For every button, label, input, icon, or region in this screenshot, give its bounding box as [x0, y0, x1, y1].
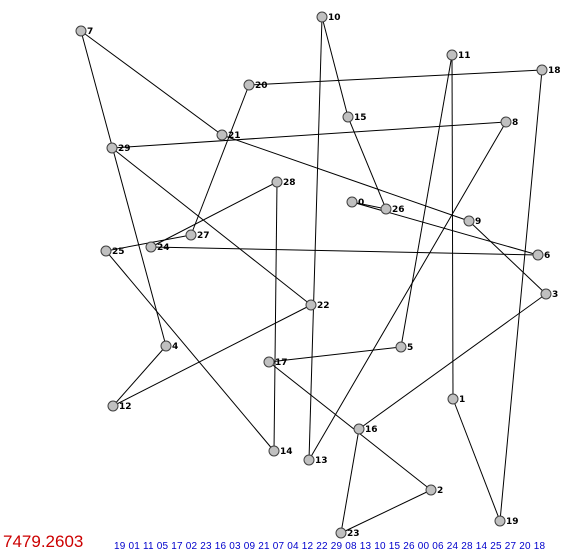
edge-4-12	[112, 345, 167, 407]
node-label-15: 15	[354, 113, 367, 123]
edge-19-1	[452, 398, 501, 522]
node-label-22: 22	[317, 301, 330, 311]
node-5	[395, 341, 407, 353]
edge-11-5	[400, 54, 453, 348]
edge-6-24	[150, 246, 539, 256]
node-label-13: 13	[315, 456, 328, 466]
edge-24-28	[150, 181, 278, 248]
node-label-27: 27	[197, 231, 210, 241]
node-label-23: 23	[347, 529, 360, 539]
node-8	[500, 116, 512, 128]
edge-21-7	[80, 30, 223, 136]
node-10	[316, 11, 328, 23]
node-label-5: 5	[407, 343, 413, 353]
edge-2-23	[340, 489, 432, 534]
node-17	[263, 356, 275, 368]
node-29	[106, 142, 118, 154]
edge-0-6	[351, 201, 539, 256]
edge-9-21	[221, 134, 470, 222]
node-11	[446, 49, 458, 61]
edge-16-3	[358, 293, 547, 430]
node-label-26: 26	[392, 205, 405, 215]
edge-12-22	[112, 304, 312, 407]
node-19	[494, 515, 506, 527]
node-label-7: 7	[87, 27, 93, 37]
node-label-18: 18	[548, 66, 561, 76]
tour-length-score: 7479.2603	[3, 532, 84, 551]
node-label-24: 24	[157, 243, 170, 253]
node-2	[425, 484, 437, 496]
node-label-16: 16	[365, 425, 378, 435]
edge-15-26	[347, 116, 387, 210]
edge-8-13	[308, 121, 507, 461]
node-label-11: 11	[458, 51, 471, 61]
node-15	[342, 111, 354, 123]
edge-20-18	[248, 69, 543, 86]
edge-18-19	[499, 69, 543, 522]
node-9	[463, 215, 475, 227]
node-4	[160, 340, 172, 352]
edge-1-11	[451, 54, 454, 400]
node-label-1: 1	[459, 395, 465, 405]
node-label-6: 6	[544, 251, 550, 261]
edge-5-17	[268, 346, 402, 363]
node-label-8: 8	[512, 118, 518, 128]
node-label-20: 20	[255, 81, 268, 91]
edge-14-25	[105, 250, 275, 452]
edge-13-10	[308, 16, 323, 461]
node-13	[303, 454, 315, 466]
edge-7-4	[80, 30, 167, 347]
node-label-29: 29	[118, 144, 131, 154]
edge-17-2	[268, 361, 432, 491]
edge-22-29	[111, 147, 312, 306]
node-label-19: 19	[506, 517, 519, 527]
node-25	[100, 245, 112, 257]
node-label-17: 17	[275, 358, 288, 368]
node-0	[346, 196, 358, 208]
node-16	[353, 423, 365, 435]
node-23	[335, 527, 347, 539]
node-label-25: 25	[112, 247, 125, 257]
node-label-9: 9	[475, 217, 481, 227]
edge-28-14	[273, 181, 278, 452]
node-24	[145, 241, 157, 253]
node-14	[268, 445, 280, 457]
node-26	[380, 203, 392, 215]
node-label-10: 10	[328, 13, 341, 23]
node-21	[216, 129, 228, 141]
edge-3-9	[468, 220, 547, 295]
node-label-3: 3	[552, 290, 558, 300]
edge-27-20	[190, 84, 250, 236]
node-12	[107, 400, 119, 412]
node-28	[271, 176, 283, 188]
edge-29-8	[111, 121, 507, 149]
edge-layer	[80, 16, 547, 534]
node-20	[243, 79, 255, 91]
tour-sequence: 19 01 11 05 17 02 23 16 03 09 21 07 04 1…	[114, 541, 546, 552]
node-6	[532, 249, 544, 261]
node-label-2: 2	[437, 486, 443, 496]
node-27	[185, 229, 197, 241]
edge-10-15	[321, 16, 349, 118]
node-label-4: 4	[172, 342, 178, 352]
node-3	[540, 288, 552, 300]
node-label-14: 14	[280, 447, 293, 457]
node-7	[75, 25, 87, 37]
node-18	[536, 64, 548, 76]
node-label-12: 12	[119, 402, 132, 412]
node-label-21: 21	[228, 131, 241, 141]
node-1	[447, 393, 459, 405]
edge-23-16	[340, 428, 360, 534]
node-label-0: 0	[358, 198, 364, 208]
node-label-28: 28	[283, 178, 296, 188]
node-22	[305, 299, 317, 311]
